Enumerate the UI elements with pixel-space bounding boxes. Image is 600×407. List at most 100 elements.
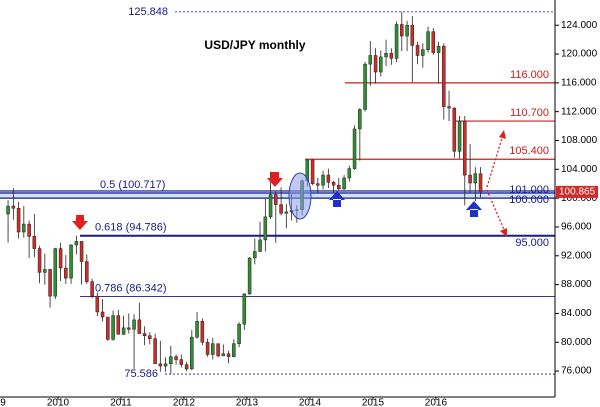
y-tick-label: 108.000 xyxy=(561,135,598,146)
x-tick-label: 2015 xyxy=(362,398,385,407)
candle-body xyxy=(242,293,247,325)
candle-body xyxy=(11,205,16,209)
down-arrow xyxy=(267,172,283,187)
candle-body xyxy=(79,241,84,262)
last-price-box xyxy=(556,185,598,198)
y-tick-label: 84.000 xyxy=(561,308,592,319)
candle-body xyxy=(48,269,52,297)
candle-body xyxy=(43,269,47,273)
candle-body xyxy=(457,120,462,152)
down-arrow xyxy=(72,215,88,230)
candle-body xyxy=(221,353,226,357)
candle-body xyxy=(205,341,210,355)
level-label: 0.5 (100.717) xyxy=(100,179,165,191)
y-tick-label: 120.000 xyxy=(561,49,598,60)
candle-body xyxy=(148,335,152,339)
candle-body xyxy=(405,24,409,37)
candle-body xyxy=(190,336,194,370)
candle-body xyxy=(179,359,184,365)
x-tick-label: 2010 xyxy=(47,398,70,407)
highlight-ellipse xyxy=(288,172,312,220)
candle-body xyxy=(263,216,268,241)
candles-layer xyxy=(6,11,483,375)
candle-body xyxy=(32,236,37,249)
candle-body xyxy=(358,109,362,130)
candle-body xyxy=(100,311,105,318)
y-tick-label: 112.000 xyxy=(561,106,597,117)
level-label: 0.618 (94.786) xyxy=(95,222,167,234)
candle-body xyxy=(58,248,63,269)
candle-body xyxy=(174,356,178,360)
candle-body xyxy=(426,31,430,50)
candle-body xyxy=(463,120,467,176)
candle-body xyxy=(415,45,420,56)
candle-body xyxy=(158,363,163,367)
candle-body xyxy=(274,194,278,205)
candle-body xyxy=(452,107,457,152)
y-tick-label: 96.000 xyxy=(561,222,592,233)
candle-body xyxy=(37,248,42,273)
candle-body xyxy=(74,241,79,246)
candle-body xyxy=(237,323,241,344)
candle-body xyxy=(106,316,110,340)
candle-body xyxy=(284,211,289,214)
candle-body xyxy=(347,168,352,179)
candle-body xyxy=(279,204,283,214)
candle-body xyxy=(200,321,205,343)
up-arrow xyxy=(466,201,482,217)
level-label: 75.586 xyxy=(124,368,158,380)
candle-body xyxy=(268,194,273,218)
candle-body xyxy=(6,205,10,215)
candle-body xyxy=(211,343,215,355)
candle-body xyxy=(226,353,231,357)
candle-body xyxy=(116,315,121,335)
candle-body xyxy=(69,244,73,279)
candle-body xyxy=(321,174,325,186)
candle-body xyxy=(342,177,346,190)
candle-body xyxy=(394,24,399,59)
candle-body xyxy=(253,251,257,259)
candle-body xyxy=(232,343,236,357)
candle-body xyxy=(478,173,483,193)
candle-body xyxy=(121,327,126,335)
candle-body xyxy=(368,55,373,65)
candle-body xyxy=(442,45,446,107)
up-arrow xyxy=(329,191,345,207)
candle-body xyxy=(132,319,136,330)
candle-body xyxy=(447,106,451,109)
level-label: 116.000 xyxy=(510,69,549,81)
y-tick-label: 100.000 xyxy=(561,193,598,204)
arrow-head xyxy=(499,130,506,139)
candle-body xyxy=(53,248,58,297)
candle-body xyxy=(389,53,394,59)
x-tick-label: 9 xyxy=(0,398,6,407)
projection-arrow xyxy=(486,134,504,188)
candle-body xyxy=(163,363,168,367)
level-label: 100.000 xyxy=(509,194,549,206)
level-label: 125.848 xyxy=(128,6,168,18)
y-tick-label: 76.000 xyxy=(561,366,592,377)
candle-body xyxy=(16,207,21,233)
candle-body xyxy=(384,53,388,58)
candle-body xyxy=(64,267,68,279)
y-tick-label: 92.000 xyxy=(561,250,592,261)
y-tick-label: 88.000 xyxy=(561,279,592,290)
x-tick-label: 2013 xyxy=(236,398,259,407)
y-tick-label: 104.000 xyxy=(561,164,598,175)
x-tick-label: 2016 xyxy=(425,398,448,407)
level-label: 95.000 xyxy=(515,237,549,249)
candle-body xyxy=(95,295,100,313)
candle-body xyxy=(22,223,26,233)
candle-body xyxy=(400,24,404,37)
candle-body xyxy=(216,343,220,357)
arrow-head xyxy=(500,228,507,237)
level-label: 105.400 xyxy=(509,145,549,157)
candle-body xyxy=(85,261,89,282)
candle-body xyxy=(337,184,341,190)
y-tick-label: 116.000 xyxy=(561,77,597,88)
level-label: 0.786 (86.342) xyxy=(95,282,167,294)
candle-body xyxy=(468,174,472,184)
candle-body xyxy=(310,159,315,184)
